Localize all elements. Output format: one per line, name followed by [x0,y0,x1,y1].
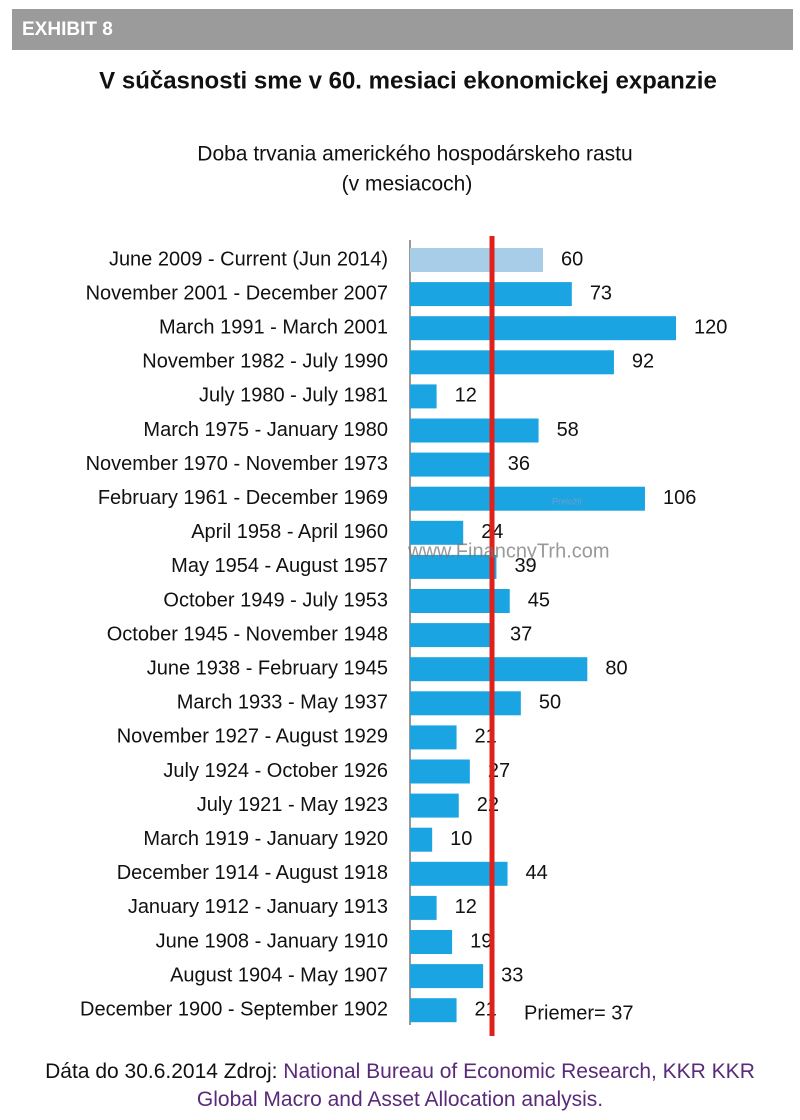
header: EXHIBIT 8 [22,19,113,40]
y-tick-label: October 1949 - July 1953 [163,589,388,611]
value-label: 45 [528,589,550,611]
value-label: 73 [590,282,612,304]
bar [410,964,484,989]
note-prefix: Dáta do 30.6.2014 Zdroj: [45,1060,278,1083]
note-source: National Bureau of Economic Research, KK… [196,1060,755,1111]
y-tick-label: October 1945 - November 1948 [107,623,388,645]
bar [410,248,543,272]
bar [410,350,614,375]
value-label: 12 [455,385,477,407]
y-tick-label: March 1975 - January 1980 [143,419,388,441]
value-label: 80 [605,657,627,679]
y-tick-label: December 1914 - August 1918 [117,862,388,884]
value-label: 39 [514,555,536,577]
y-tick-label: November 1927 - August 1929 [117,726,388,748]
y-tick-label: June 1908 - January 1910 [156,930,388,952]
note: Dáta do 30.6.2014 Zdroj: National Bureau… [20,1058,780,1114]
bar [410,316,676,341]
subtitle: (v mesiacoch) [342,173,473,196]
value-label: 106 [663,487,696,509]
value-label: 37 [510,623,532,645]
y-tick-label: May 1954 - August 1957 [171,555,388,577]
value-label: 60 [561,248,583,270]
value-label: 50 [539,692,561,714]
watermark: www.FinancnyTrh.com [407,540,610,562]
bar [410,725,457,750]
value-label: 58 [557,419,579,441]
reference-label: Priemer= 37 [524,1002,634,1024]
y-tick-label: February 1961 - December 1969 [98,487,388,509]
value-label: 10 [450,828,472,850]
bar [410,930,453,954]
y-tick-label: April 1958 - April 1960 [191,521,388,543]
y-tick-label: August 1904 - May 1907 [170,964,388,986]
y-tick-label: December 1900 - September 1902 [80,998,388,1020]
bar [410,418,539,443]
y-tick-label: November 2001 - December 2007 [86,282,388,304]
y-tick-label: June 1938 - February 1945 [147,657,388,679]
y-tick-label: June 2009 - Current (Jun 2014) [109,248,388,270]
bar [410,827,433,852]
value-label: 33 [501,964,523,986]
y-tick-label: March 1933 - May 1937 [177,692,388,714]
bar [410,384,437,409]
bar [410,623,493,648]
y-tick-label: January 1912 - January 1913 [128,896,388,918]
bar [410,895,437,920]
bar [410,486,645,511]
y-tick-label: March 1991 - March 2001 [159,316,388,338]
bar [410,657,588,682]
subtitle: Doba trvania amerického hospodárskeho ra… [197,143,632,166]
bar [410,452,490,477]
chart: EXHIBIT 8 V súčasnosti sme v 60. mesiaci… [12,9,793,1036]
chart-title: V súčasnosti sme v 60. mesiaci ekonomick… [99,67,717,94]
bar [410,998,457,1023]
y-tick-label: November 1970 - November 1973 [86,453,388,475]
bar [410,589,510,613]
y-tick-label: March 1919 - January 1920 [143,828,388,850]
bar [410,759,470,784]
value-label: 12 [455,896,477,918]
value-label: 92 [632,351,654,373]
y-tick-label: July 1921 - May 1923 [197,794,388,816]
bar [410,554,497,579]
value-label: 22 [477,794,499,816]
bar [410,691,521,716]
y-tick-label: November 1982 - July 1990 [142,351,388,373]
y-tick-label: July 1924 - October 1926 [163,760,388,782]
bar [410,520,464,545]
value-label: 19 [470,930,492,952]
value-label: 120 [694,316,727,338]
value-label: 44 [526,862,548,884]
y-tick-label: July 1980 - July 1981 [199,385,388,407]
header-bar [12,9,793,50]
annotation: Preložil [552,496,582,506]
value-label: 36 [508,453,530,475]
bar [410,793,459,818]
